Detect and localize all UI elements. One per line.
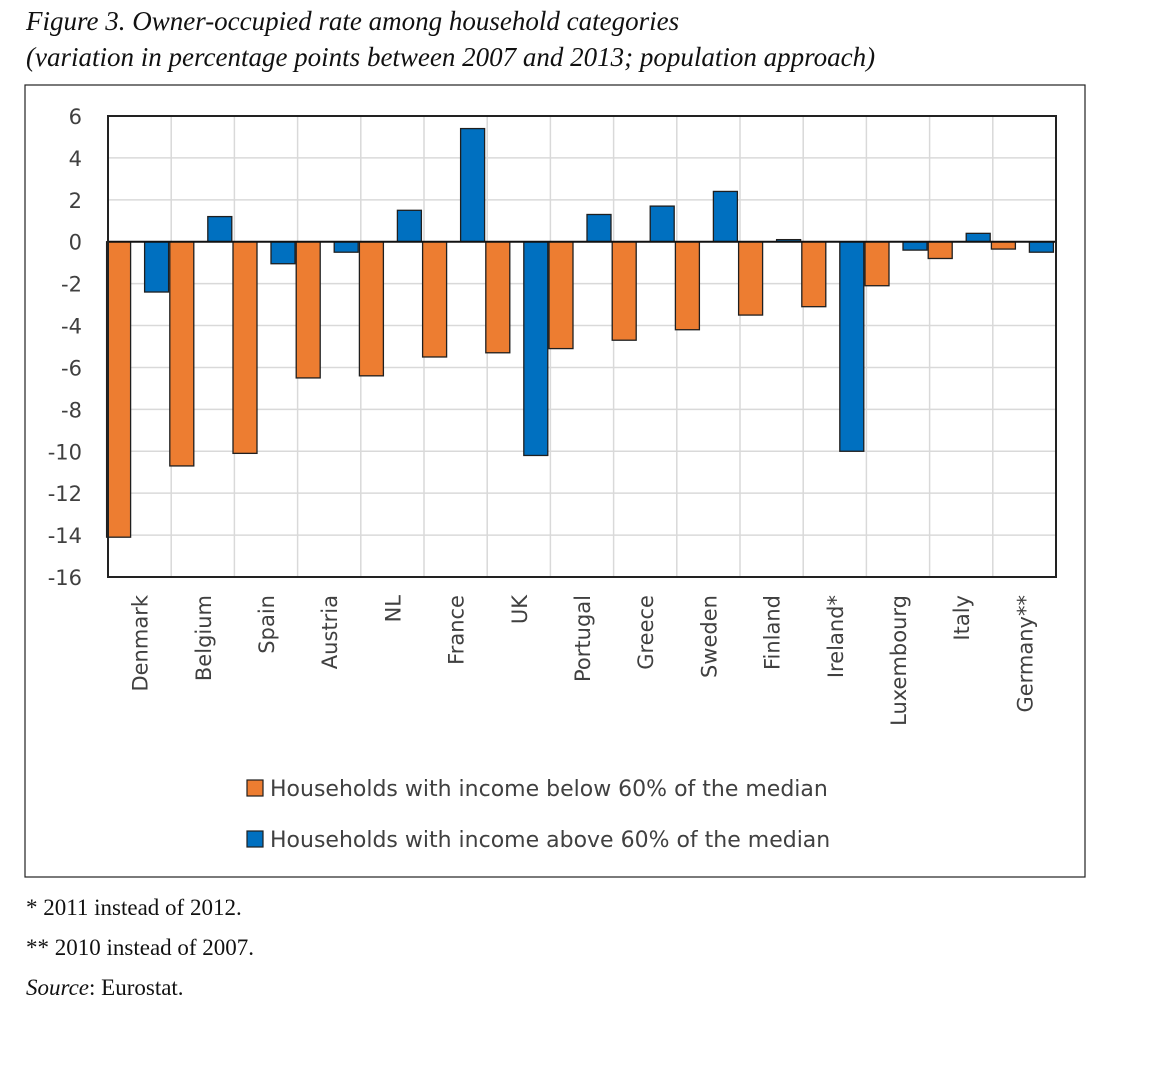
y-tick-label: -14 [48, 524, 82, 548]
footnote-2: ** 2010 instead of 2007. [26, 935, 255, 960]
x-tick-label: Denmark [129, 594, 153, 691]
legend-label: Households with income below 60% of the … [270, 777, 828, 802]
bar-above-1 [207, 215, 233, 243]
legend-swatch [246, 779, 264, 797]
source-label: Source [26, 975, 90, 1000]
source-note: Source: Eurostat. [26, 975, 184, 1001]
y-tick-label: 6 [69, 105, 82, 129]
bar-below-2 [232, 241, 258, 455]
bar-below-12 [864, 241, 890, 287]
bar-below-5 [421, 241, 448, 358]
bar-below-0 [105, 241, 132, 538]
y-tick-label: -4 [61, 315, 82, 339]
y-tick-label: -10 [48, 440, 82, 464]
x-tick-label: Luxembourg [887, 595, 911, 726]
x-tick-label: Austria [318, 595, 342, 669]
y-tick-label: 2 [69, 189, 82, 213]
bar-below-14 [990, 241, 1017, 250]
x-tick-label: Finland [761, 595, 785, 670]
bar-above-9 [712, 190, 739, 243]
y-tick-label: 4 [69, 147, 82, 171]
y-tick-label: -6 [61, 356, 82, 380]
x-tick-label: Sweden [697, 595, 721, 678]
bar-below-3 [295, 241, 321, 379]
bar-below-4 [358, 241, 385, 377]
plot-area [107, 115, 1057, 578]
bar-below-7 [548, 241, 574, 350]
y-tick-label: -16 [48, 566, 82, 590]
x-tick-label: Portugal [571, 595, 595, 682]
source-value: : Eurostat. [89, 975, 184, 1000]
bar-above-8 [649, 205, 675, 243]
bar-above-14 [1028, 241, 1055, 253]
x-tick-label: Greece [634, 595, 658, 670]
bar-below-8 [611, 241, 637, 341]
bar-above-7 [586, 213, 612, 243]
bar-above-2 [270, 241, 296, 265]
figure-subtitle: (variation in percentage points between … [26, 42, 876, 72]
bar-below-6 [485, 241, 511, 354]
x-tick-label: Germany** [1013, 595, 1037, 713]
x-tick-label: Italy [950, 595, 974, 641]
bar-above-13 [965, 232, 991, 243]
bar-above-4 [396, 209, 423, 243]
chart-frame [24, 84, 1086, 878]
y-tick-label: -12 [48, 482, 82, 506]
legend-label: Households with income above 60% of the … [270, 828, 830, 853]
bar-below-1 [169, 241, 195, 467]
legend-swatch [246, 830, 264, 848]
figure-title: Figure 3. Owner-occupied rate among hous… [26, 6, 680, 36]
bar-above-5 [459, 127, 486, 243]
bar-above-0 [143, 241, 170, 293]
x-tick-label: UK [508, 594, 532, 624]
x-tick-label: France [445, 595, 469, 665]
x-tick-label: Spain [255, 595, 279, 654]
bar-above-11 [839, 241, 865, 452]
y-tick-label: -8 [61, 398, 82, 422]
x-tick-label: Ireland* [824, 595, 848, 678]
bar-below-10 [737, 241, 764, 316]
bar-above-6 [523, 241, 549, 457]
footnote-1: * 2011 instead of 2012. [26, 895, 242, 920]
bar-above-3 [333, 241, 359, 253]
bar-above-12 [902, 241, 928, 251]
bar-below-9 [674, 241, 701, 331]
y-tick-label: -2 [61, 273, 82, 297]
bar-below-11 [801, 241, 827, 308]
y-tick-label: 0 [69, 231, 82, 255]
bar-below-13 [927, 241, 953, 260]
x-tick-label: NL [381, 595, 405, 623]
x-tick-label: Belgium [192, 595, 216, 681]
